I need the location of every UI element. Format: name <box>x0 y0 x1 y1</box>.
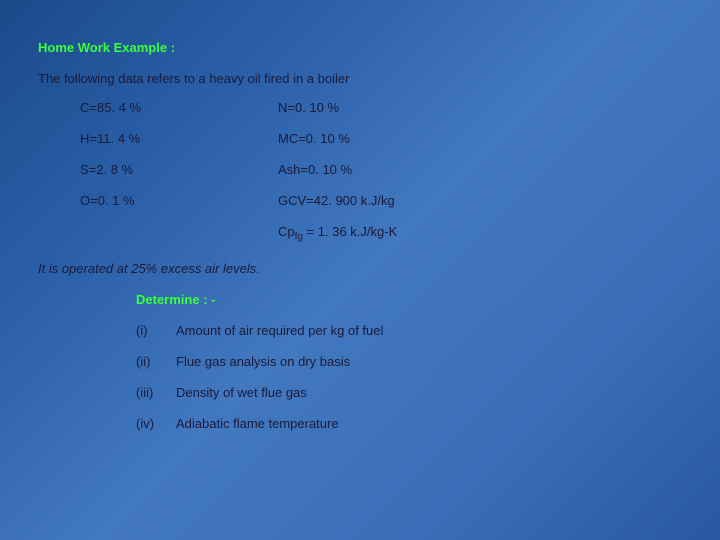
task-number: (i) <box>136 323 176 338</box>
composition-row: H=11. 4 % MC=0. 10 % <box>80 131 682 146</box>
comp-left: O=0. 1 % <box>80 193 278 208</box>
composition-grid: C=85. 4 % N=0. 10 % H=11. 4 % MC=0. 10 %… <box>80 100 682 208</box>
determine-heading: Determine : - <box>136 292 682 307</box>
task-row: (iv) Adiabatic flame temperature <box>136 416 682 431</box>
slide-content: Home Work Example : The following data r… <box>0 0 720 467</box>
task-text: Amount of air required per kg of fuel <box>176 323 682 338</box>
task-text: Density of wet flue gas <box>176 385 682 400</box>
task-row: (i) Amount of air required per kg of fue… <box>136 323 682 338</box>
cpfg-value: Cpfg = 1. 36 k.J/kg-K <box>278 224 682 243</box>
comp-right: N=0. 10 % <box>278 100 682 115</box>
task-list: (i) Amount of air required per kg of fue… <box>136 323 682 431</box>
comp-left: S=2. 8 % <box>80 162 278 177</box>
comp-right: GCV=42. 900 k.J/kg <box>278 193 682 208</box>
comp-left: H=11. 4 % <box>80 131 278 146</box>
comp-right: Ash=0. 10 % <box>278 162 682 177</box>
composition-row: C=85. 4 % N=0. 10 % <box>80 100 682 115</box>
comp-right: MC=0. 10 % <box>278 131 682 146</box>
task-row: (ii) Flue gas analysis on dry basis <box>136 354 682 369</box>
task-row: (iii) Density of wet flue gas <box>136 385 682 400</box>
composition-row: O=0. 1 % GCV=42. 900 k.J/kg <box>80 193 682 208</box>
cpfg-subscript: fg <box>295 232 303 243</box>
excess-air-note: It is operated at 25% excess air levels. <box>38 261 682 276</box>
task-text: Flue gas analysis on dry basis <box>176 354 682 369</box>
cpfg-suffix: = 1. 36 k.J/kg-K <box>303 224 397 239</box>
task-text: Adiabatic flame temperature <box>176 416 682 431</box>
task-number: (ii) <box>136 354 176 369</box>
cpfg-prefix: Cp <box>278 224 295 239</box>
composition-row: S=2. 8 % Ash=0. 10 % <box>80 162 682 177</box>
intro-text: The following data refers to a heavy oil… <box>38 71 682 86</box>
comp-left: C=85. 4 % <box>80 100 278 115</box>
slide-title: Home Work Example : <box>38 40 682 55</box>
task-number: (iii) <box>136 385 176 400</box>
task-number: (iv) <box>136 416 176 431</box>
